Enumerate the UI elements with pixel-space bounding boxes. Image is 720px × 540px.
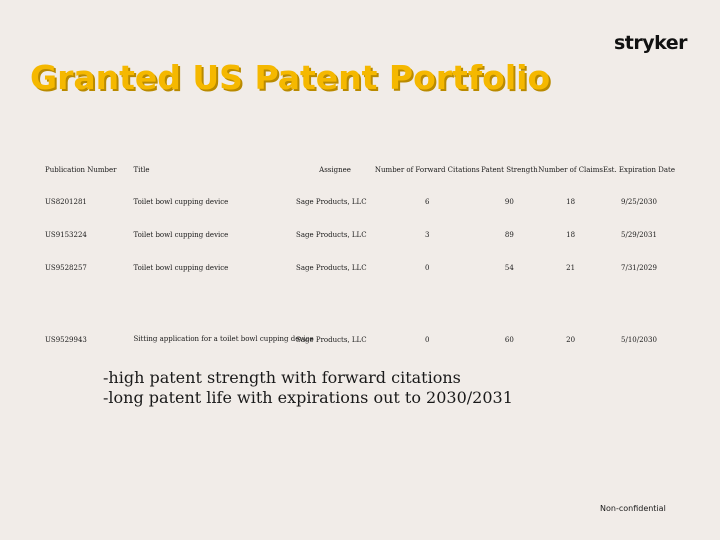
cell-title: Toilet bowl cupping device bbox=[133, 263, 229, 272]
cell-patent-strength: 60 bbox=[504, 336, 514, 344]
col-expiration-date: Est. Expiration Date bbox=[602, 166, 675, 174]
note-line: -long patent life with expirations out t… bbox=[103, 388, 513, 407]
cell-forward-citations: 6 bbox=[425, 197, 430, 206]
cell-expiration-date: 9/25/2030 bbox=[621, 197, 657, 206]
cell-publication-number: US9153224 bbox=[45, 230, 87, 239]
cell-patent-strength: 54 bbox=[504, 263, 514, 272]
cell-patent-strength: 90 bbox=[504, 197, 514, 206]
cell-publication-number: US9529943 bbox=[45, 336, 87, 344]
cell-number-of-claims: 18 bbox=[566, 197, 576, 206]
table-row: US9153224 Toilet bowl cupping device Sag… bbox=[45, 218, 675, 251]
cell-title: Toilet bowl cupping device bbox=[133, 230, 229, 239]
cell-number-of-claims: 21 bbox=[566, 263, 576, 272]
table-row: US8201281 Toilet bowl cupping device Sag… bbox=[45, 185, 675, 218]
cell-forward-citations: 0 bbox=[425, 263, 430, 272]
cell-number-of-claims: 20 bbox=[566, 336, 576, 344]
col-publication-number: Publication Number bbox=[45, 166, 117, 174]
cell-assignee: Sage Products, LLC bbox=[296, 230, 367, 239]
note-line: -high patent strength with forward citat… bbox=[103, 368, 461, 387]
col-forward-citations: Number of Forward Citations bbox=[374, 166, 480, 174]
confidentiality-label: Non-confidential bbox=[600, 504, 666, 513]
table-row: US9528257 Toilet bowl cupping device Sag… bbox=[45, 251, 675, 284]
col-patent-strength: Patent Strength bbox=[481, 166, 538, 174]
table-header-row: Publication Number Title Assignee Number… bbox=[45, 155, 675, 185]
cell-assignee: Sage Products, LLC bbox=[296, 197, 367, 206]
cell-title: Sitting application for a toilet bowl cu… bbox=[133, 335, 314, 343]
cell-assignee: Sage Products, LLC bbox=[296, 263, 367, 272]
table-row: US9529943 Sitting application for a toil… bbox=[45, 284, 675, 348]
cell-expiration-date: 5/29/2031 bbox=[621, 230, 657, 239]
col-number-of-claims: Number of Claims bbox=[538, 166, 603, 174]
cell-title: Toilet bowl cupping device bbox=[133, 197, 229, 206]
cell-publication-number: US8201281 bbox=[45, 197, 87, 206]
patent-table: Publication Number Title Assignee Number… bbox=[45, 155, 675, 348]
page-title: Granted US Patent Portfolio bbox=[30, 58, 551, 97]
col-title: Title bbox=[133, 166, 150, 174]
stryker-logo: stryker bbox=[614, 32, 688, 54]
cell-patent-strength: 89 bbox=[504, 230, 514, 239]
cell-forward-citations: 0 bbox=[425, 336, 430, 344]
cell-assignee: Sage Products, LLC bbox=[296, 336, 367, 344]
cell-forward-citations: 3 bbox=[425, 230, 430, 239]
cell-number-of-claims: 18 bbox=[566, 230, 576, 239]
summary-notes: -high patent strength with forward citat… bbox=[103, 368, 513, 408]
col-assignee: Assignee bbox=[319, 166, 351, 174]
cell-expiration-date: 5/10/2030 bbox=[621, 336, 657, 344]
cell-publication-number: US9528257 bbox=[45, 263, 87, 272]
cell-expiration-date: 7/31/2029 bbox=[621, 263, 657, 272]
